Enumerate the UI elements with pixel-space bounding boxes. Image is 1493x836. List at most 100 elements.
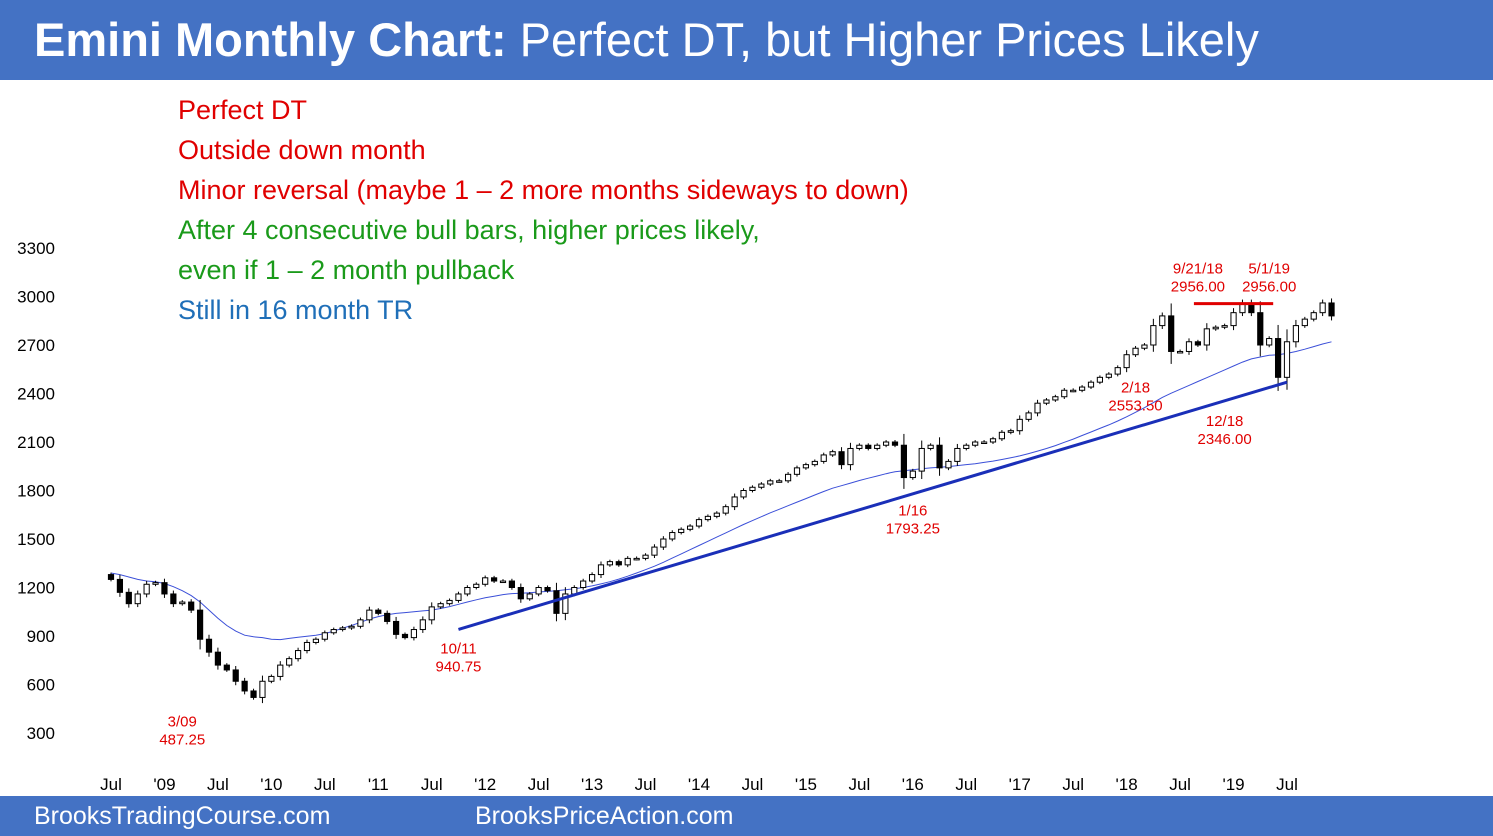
bull-candle [642,554,649,559]
bull-candle [882,441,890,446]
bear-candle [1274,338,1282,378]
bull-candle [134,593,141,605]
footer-bar: BrooksTradingCourse.com BrooksPriceActio… [0,796,1493,836]
bull-candle [972,441,979,446]
bull-candle [1132,347,1139,356]
bear-candle [392,620,400,635]
bull-candle [749,486,756,491]
bear-candle [838,451,845,466]
price-annotation: 2/18 [1121,380,1150,397]
bull-candle [802,464,810,469]
bear-candle [1194,341,1202,346]
bull-candle [669,532,676,540]
x-tick-label: '10 [260,775,282,794]
bear-candle [107,574,115,580]
bull-candle [1141,344,1148,349]
bull-candle [1159,315,1166,327]
title-rest: Perfect DT, but Higher Prices Likely [519,13,1259,66]
bull-candle [1114,367,1121,375]
bear-candle [1328,302,1335,317]
bear-candle [891,441,899,446]
bear-candle [384,612,391,622]
bull-candle [1105,373,1112,378]
bull-candle [455,593,462,601]
bull-candle [740,490,747,498]
commentary-notes: Perfect DT Outside down month Minor reve… [178,90,909,330]
price-annotation: 5/1/19 [1248,261,1290,278]
bear-candle [223,664,230,671]
bull-candle [437,603,444,608]
bull-candle [998,431,1006,440]
price-annotation: 9/21/18 [1173,261,1223,278]
y-tick-label: 300 [27,724,55,743]
bull-candle [597,564,605,576]
bull-candle [330,629,337,634]
bull-candle [767,480,774,485]
bear-candle [214,651,222,666]
bull-candle [945,460,952,469]
bull-candle [1310,312,1317,320]
bull-candle [286,658,293,666]
title-bold: Emini Monthly Chart: [34,13,507,66]
bull-candle [776,480,783,483]
bear-candle [232,669,239,682]
note-line: even if 1 – 2 month pullback [178,255,515,285]
x-tick-label: '13 [581,775,603,794]
bull-candle [588,574,596,582]
bull-candle [473,583,480,588]
note-line: Outside down month [178,135,426,165]
bull-candle [357,619,364,627]
x-tick-label: '12 [474,775,496,794]
bull-candle [1185,341,1193,352]
y-tick-label: 2700 [17,336,55,355]
bear-candle [1168,315,1175,352]
bull-candle [259,680,266,698]
bull-candle [339,627,346,631]
y-tick-label: 2100 [17,433,55,452]
x-tick-label: Jul [1169,775,1191,794]
x-tick-label: Jul [955,775,977,794]
price-annotation: 1793.25 [886,521,940,538]
bull-candle [820,454,827,462]
bull-candle [1016,418,1023,432]
bull-candle [784,473,792,482]
bull-candle [1283,341,1291,378]
bear-candle [375,609,382,614]
brooks-trading-course-link[interactable]: BrooksTradingCourse.com [34,802,331,830]
bull-candle [847,447,854,466]
bull-candle [277,664,284,677]
bull-candle [713,512,720,517]
bull-candle [874,444,881,449]
bull-candle [294,650,302,660]
bull-candle [268,675,275,682]
bull-candle [989,438,997,443]
bull-candle [535,587,542,595]
bear-candle [900,444,908,479]
bull-candle [562,593,569,614]
bull-candle [829,451,836,456]
bull-candle [312,638,320,643]
bull-candle [1078,386,1086,391]
bull-candle [1043,399,1050,404]
x-tick-label: '18 [1116,775,1138,794]
bull-candle [980,441,988,444]
bull-candle [722,506,729,514]
bull-candle [918,447,925,472]
bull-candle [526,593,533,600]
bull-candle [678,528,685,534]
x-tick-label: Jul [742,775,764,794]
moving-average-line [110,341,1332,641]
x-tick-label: Jul [314,775,336,794]
y-tick-label: 900 [27,627,55,646]
note-line: After 4 consecutive bull bars, higher pr… [178,215,760,245]
brooks-price-action-link[interactable]: BrooksPriceAction.com [475,802,734,830]
bear-candle [490,577,498,582]
bull-candle [419,619,426,631]
bear-candle [125,591,132,605]
bear-candle [865,444,872,449]
bull-candle [446,599,453,605]
bull-candle [1034,402,1041,414]
bull-candle [482,577,489,585]
bull-candle [704,515,712,521]
x-tick-label: Jul [1062,775,1084,794]
